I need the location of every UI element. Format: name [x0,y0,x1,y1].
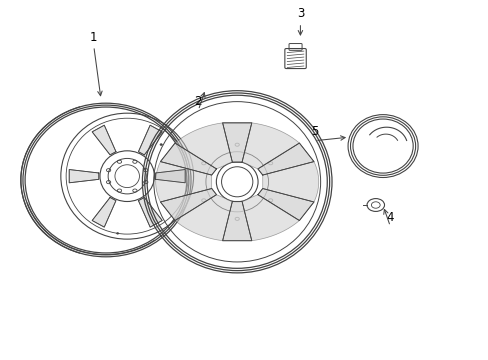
Polygon shape [242,195,299,241]
Polygon shape [222,201,251,241]
Polygon shape [257,189,313,221]
Text: 2: 2 [194,95,202,108]
Polygon shape [222,123,251,162]
Polygon shape [262,162,318,202]
Polygon shape [242,123,299,169]
Polygon shape [175,123,232,169]
Polygon shape [69,170,99,183]
Text: 3: 3 [296,8,304,21]
Text: 4: 4 [386,211,393,224]
Polygon shape [92,197,116,227]
Polygon shape [138,197,162,227]
Polygon shape [160,143,216,175]
Polygon shape [138,125,162,155]
Circle shape [160,144,162,145]
Polygon shape [155,170,185,183]
Polygon shape [160,189,216,221]
Text: 5: 5 [311,125,318,138]
Polygon shape [92,125,116,155]
Text: 1: 1 [90,31,97,44]
Polygon shape [175,195,232,241]
Circle shape [116,233,119,234]
Polygon shape [155,162,211,202]
Polygon shape [257,143,313,175]
